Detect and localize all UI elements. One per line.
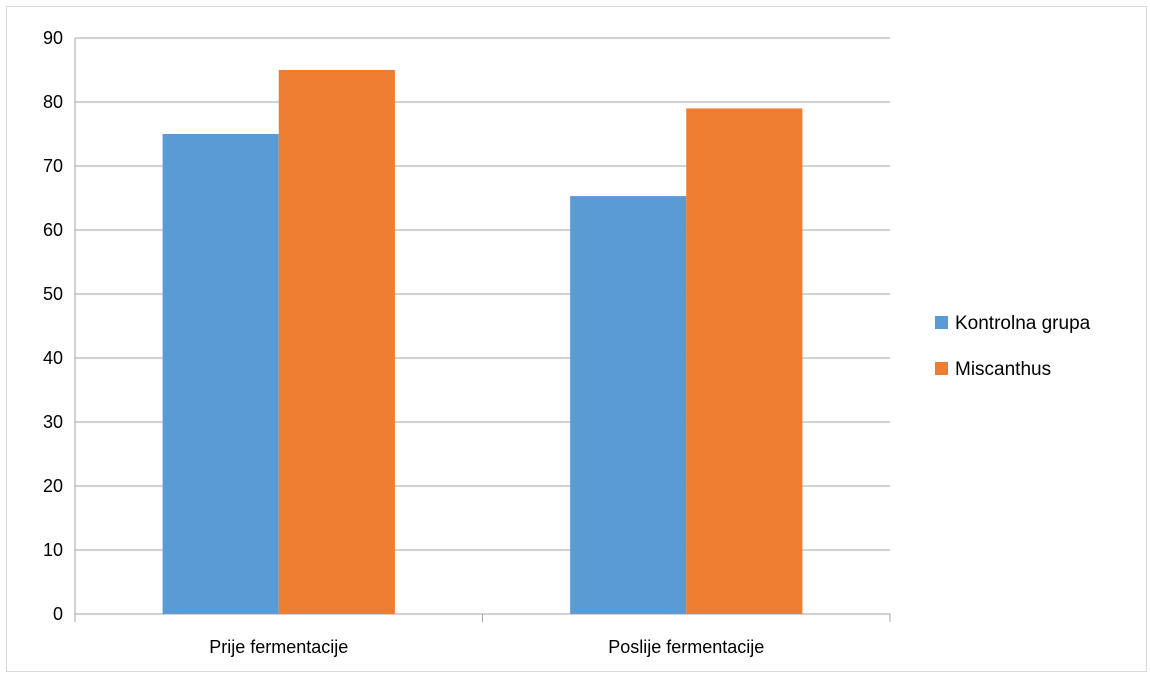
- x-tick-label: Poslije fermentacije: [608, 637, 764, 657]
- bar-miscanthus: [686, 108, 803, 615]
- bar-kontrolna-grupa: [570, 196, 687, 614]
- y-tick-label: 50: [43, 284, 63, 304]
- bar-miscanthus: [278, 70, 395, 614]
- y-tick-label: 10: [43, 540, 63, 560]
- legend-swatch: [935, 362, 948, 375]
- y-tick-label: 60: [43, 220, 63, 240]
- bar-kontrolna-grupa: [162, 134, 279, 614]
- legend-swatch: [935, 316, 948, 329]
- y-tick-label: 0: [53, 604, 63, 624]
- legend-label: Kontrolna grupa: [955, 313, 1091, 334]
- x-tick-label: Prije fermentacije: [209, 637, 348, 657]
- y-tick-label: 40: [43, 348, 63, 368]
- y-tick-label: 90: [43, 28, 63, 48]
- y-tick-label: 30: [43, 412, 63, 432]
- y-tick-label: 20: [43, 476, 63, 496]
- y-tick-label: 80: [43, 92, 63, 112]
- y-tick-label: 70: [43, 156, 63, 176]
- legend-label: Miscanthus: [955, 359, 1051, 380]
